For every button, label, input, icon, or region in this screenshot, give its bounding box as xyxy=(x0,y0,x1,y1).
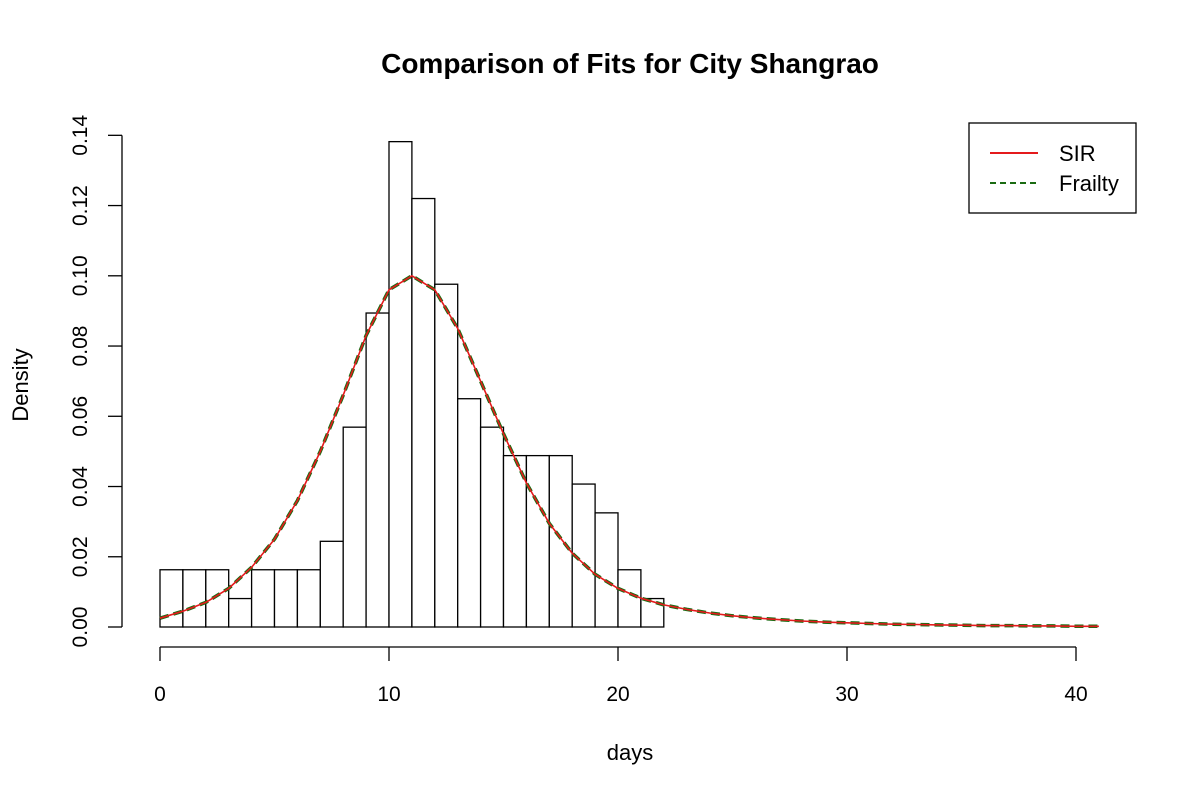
x-axis-label: days xyxy=(607,740,653,765)
y-tick-label: 0.02 xyxy=(69,536,92,577)
x-tick-label: 20 xyxy=(606,683,629,706)
histogram-bar xyxy=(319,540,344,628)
y-axis: 0.00 0.02 0.04 0.06 0.08 0.10 0.12 0.14 xyxy=(69,115,123,648)
chart-title: Comparison of Fits for City Shangrao xyxy=(381,48,879,79)
x-tick-label: 30 xyxy=(835,683,858,706)
y-axis-label: Density xyxy=(8,348,33,421)
y-tick-label: 0.10 xyxy=(69,255,92,296)
histogram-bar xyxy=(548,454,573,628)
y-tick-label: 0.04 xyxy=(69,466,92,507)
histogram-bar xyxy=(365,312,390,628)
y-tick-label: 0.12 xyxy=(69,185,92,226)
histogram-bar xyxy=(594,512,619,628)
y-tick-label: 0.00 xyxy=(69,607,92,648)
y-tick-label: 0.06 xyxy=(69,396,92,437)
y-tick-label: 0.08 xyxy=(69,326,92,367)
x-tick-label: 40 xyxy=(1064,683,1087,706)
histogram-bar xyxy=(479,426,505,628)
histogram-bar xyxy=(273,569,299,628)
histogram-bars xyxy=(159,140,665,628)
legend-label-frailty: Frailty xyxy=(1059,171,1119,196)
histogram-bar xyxy=(502,454,528,628)
histogram-bar xyxy=(182,569,207,628)
histogram-bar xyxy=(411,197,436,628)
y-tick-label: 0.14 xyxy=(69,115,92,156)
histogram-bar xyxy=(457,398,482,628)
histogram-bar xyxy=(525,454,550,628)
histogram-bar xyxy=(617,569,642,628)
histogram-bar xyxy=(640,597,665,628)
legend-box xyxy=(968,122,1137,214)
histogram-bar xyxy=(434,283,459,628)
histogram-bar xyxy=(296,569,321,628)
histogram-bar xyxy=(342,426,367,628)
series-line-sir xyxy=(159,274,1099,628)
legend-label-sir: SIR xyxy=(1059,141,1096,166)
x-tick-label: 0 xyxy=(154,683,166,706)
x-axis: 0 10 20 30 40 xyxy=(154,646,1088,706)
legend: SIR Frailty xyxy=(968,122,1137,214)
x-tick-label: 10 xyxy=(377,683,400,706)
histogram-bar xyxy=(205,569,230,628)
histogram-bar xyxy=(250,569,276,628)
histogram-bar xyxy=(228,597,253,628)
histogram-bar xyxy=(388,140,413,628)
density-curves xyxy=(159,274,1099,629)
